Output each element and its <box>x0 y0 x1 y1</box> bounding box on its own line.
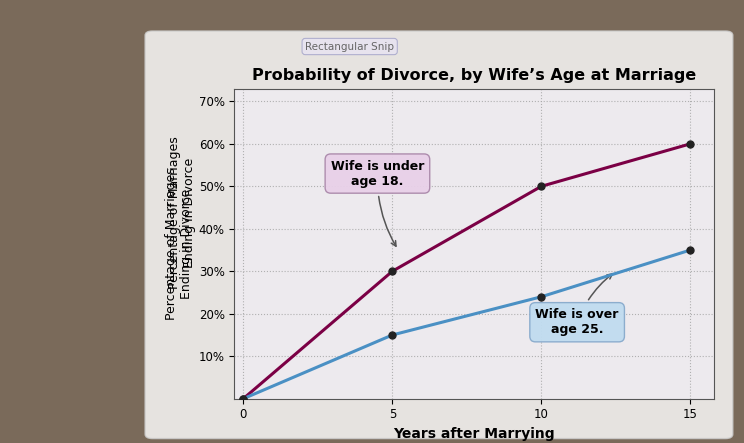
Text: Wife is under
age 18.: Wife is under age 18. <box>331 159 424 246</box>
Text: Percentage of Marriages
Ending in Divorce: Percentage of Marriages Ending in Divorc… <box>168 136 196 289</box>
Y-axis label: Percentage of Marriages
Ending in Divorce: Percentage of Marriages Ending in Divorc… <box>165 167 193 320</box>
X-axis label: Years after Marrying: Years after Marrying <box>394 427 555 441</box>
Text: Wife is over
age 25.: Wife is over age 25. <box>536 274 619 336</box>
Text: Rectangular Snip: Rectangular Snip <box>305 42 394 51</box>
Title: Probability of Divorce, by Wife’s Age at Marriage: Probability of Divorce, by Wife’s Age at… <box>252 68 696 83</box>
FancyBboxPatch shape <box>145 31 733 439</box>
